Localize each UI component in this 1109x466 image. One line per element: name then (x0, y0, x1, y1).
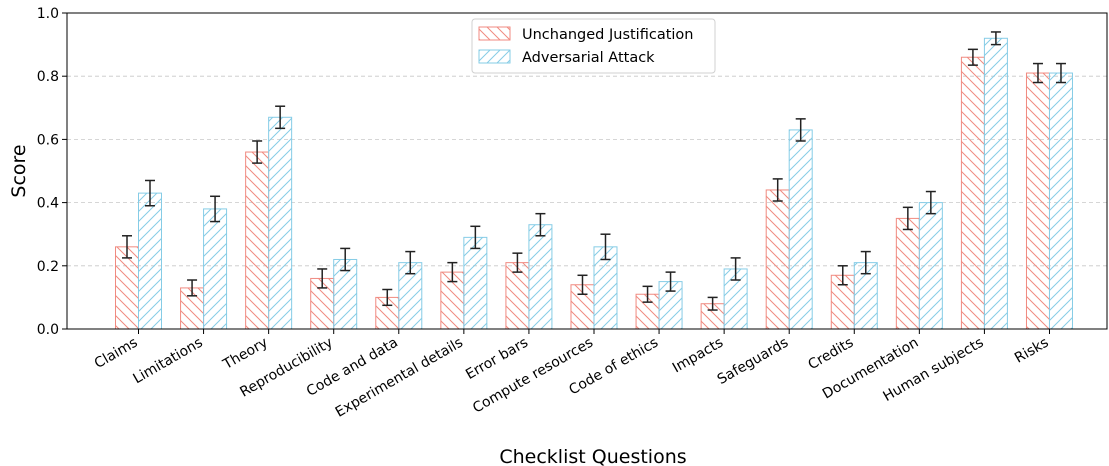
x-tick-label: Claims (92, 335, 141, 372)
error-bar (837, 265, 848, 286)
error-bar (600, 233, 611, 261)
x-tick-label: Risks (1012, 335, 1051, 367)
error-bar (252, 140, 263, 164)
bar-adversarial (203, 208, 228, 330)
error-bar (447, 261, 458, 283)
x-tick-label: Theory (220, 335, 271, 374)
legend: Unchanged Justification Adversarial Atta… (471, 18, 716, 74)
bar-adversarial (788, 129, 813, 330)
error-bar (665, 271, 676, 292)
bar-unchanged (115, 246, 139, 330)
y-axis-title: Score (8, 144, 30, 197)
error-bar (512, 252, 523, 273)
bar-unchanged (895, 217, 920, 330)
error-bar (925, 190, 936, 215)
error-bar (795, 118, 806, 142)
error-bar (187, 279, 198, 297)
error-bar (730, 257, 741, 281)
bar-unchanged (245, 151, 270, 330)
error-bar (707, 296, 718, 311)
error-bar (1055, 62, 1066, 84)
error-bar (535, 212, 546, 237)
plot-frame (66, 12, 1108, 330)
bar-unchanged (960, 56, 985, 330)
legend-swatch-unchanged (478, 26, 511, 41)
legend-label-unchanged: Unchanged Justification (522, 27, 693, 43)
x-tick-label: Safeguards (715, 335, 791, 388)
legend-box (471, 18, 716, 74)
error-bar (1032, 62, 1043, 84)
x-tick-label: Limitations (131, 335, 206, 388)
y-tick-label: 0.2 (37, 259, 59, 275)
bar-unchanged (765, 189, 790, 330)
error-bar (967, 48, 978, 66)
x-axis-title: Checklist Questions (499, 446, 686, 466)
error-bar (275, 105, 286, 130)
legend-swatch-adversarial (478, 49, 511, 64)
y-tick-label: 0.8 (37, 69, 59, 85)
x-tick-label: Credits (805, 335, 856, 374)
bar-adversarial (528, 224, 553, 330)
error-bar (470, 225, 481, 250)
gridlines (67, 75, 1107, 267)
error-bar (860, 250, 871, 275)
bar-unchanged (1025, 72, 1050, 330)
y-tick-label: 0.0 (37, 322, 59, 338)
x-tick-label: Compute resources (470, 335, 596, 417)
error-bar (902, 206, 913, 231)
error-bar (772, 178, 783, 202)
bar-adversarial (918, 202, 943, 330)
error-bar (405, 250, 416, 275)
bar-adversarial (1048, 72, 1073, 330)
error-bar (577, 274, 588, 295)
error-bar (145, 179, 155, 207)
error-bar (317, 268, 328, 289)
y-axis-ticks: 0.0 0.2 0.4 0.6 0.8 1.0 (37, 6, 67, 338)
error-bar (382, 288, 393, 307)
bars (115, 37, 1073, 330)
bar-adversarial (268, 116, 293, 330)
error-bar (340, 247, 351, 272)
x-tick-label: Impacts (670, 335, 726, 377)
legend-label-adversarial: Adversarial Attack (522, 50, 655, 66)
error-bar (122, 235, 132, 259)
error-bars (122, 31, 1066, 311)
error-bar (210, 195, 221, 223)
y-tick-label: 0.6 (37, 132, 59, 148)
y-tick-label: 0.4 (37, 196, 59, 212)
y-tick-label: 1.0 (37, 6, 59, 22)
error-bar (642, 285, 653, 303)
bar-adversarial (463, 236, 488, 330)
bar-adversarial (138, 192, 162, 330)
bar-adversarial (983, 37, 1008, 330)
error-bar (990, 31, 1001, 46)
